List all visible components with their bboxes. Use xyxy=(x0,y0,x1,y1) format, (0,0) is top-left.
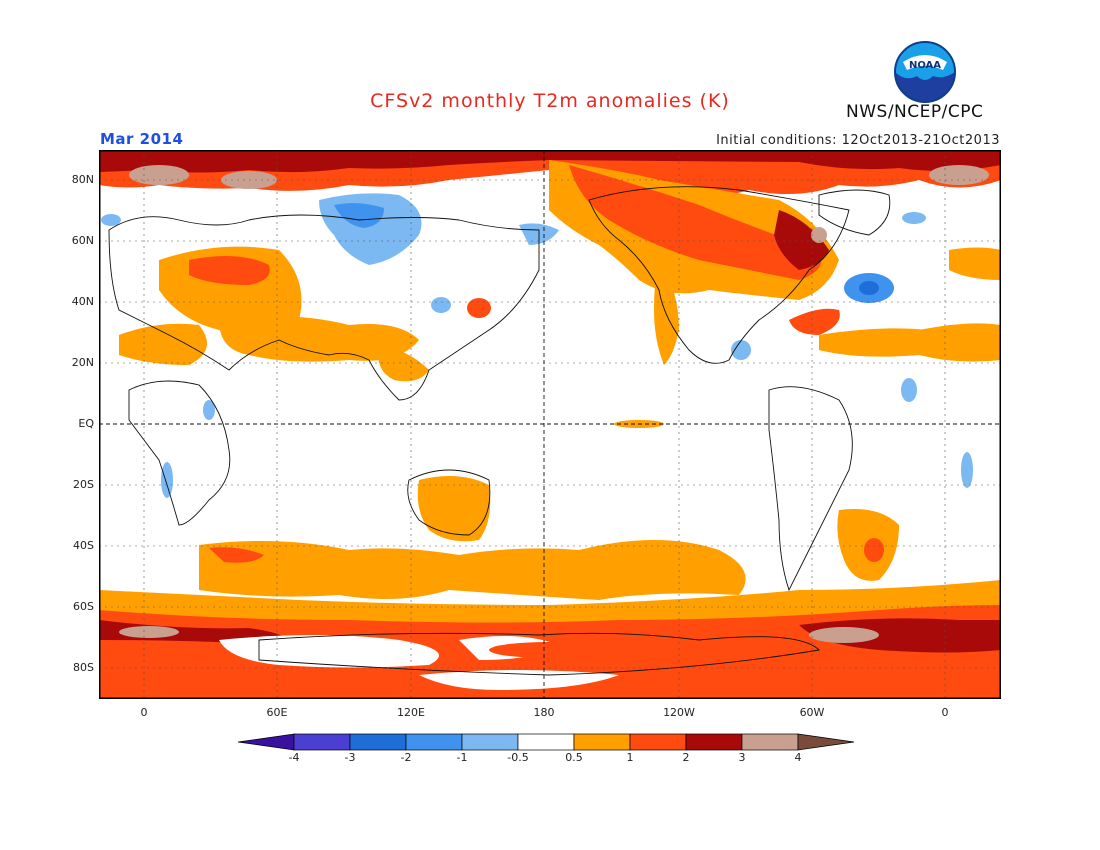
logo-text: NOAA xyxy=(909,60,941,71)
cool-anomaly-regions xyxy=(101,193,973,498)
lon-tick-0-east: 0 xyxy=(941,706,949,719)
colorbar-label: 2 xyxy=(682,751,690,764)
colorbar-cell xyxy=(349,733,407,751)
map-frame xyxy=(99,150,1001,699)
colorbar-label: -4 xyxy=(288,751,300,764)
colorbar xyxy=(237,733,862,755)
graticule xyxy=(99,150,1001,699)
noaa-logo: NOAA xyxy=(893,40,957,108)
lon-tick-0: 0 xyxy=(140,706,148,719)
map-svg xyxy=(99,150,1001,699)
lat-tick-20n: 20N xyxy=(71,356,94,369)
map-title: CFSv2 monthly T2m anomalies (K) xyxy=(370,90,730,112)
colorbar-label: -1 xyxy=(456,751,468,764)
colorbar-cell xyxy=(741,733,799,751)
anomaly-map xyxy=(99,150,1001,699)
lat-tick-60s: 60S xyxy=(73,600,94,613)
colorbar-cell xyxy=(461,733,519,751)
colorbar-cell xyxy=(405,733,463,751)
lon-tick-120e: 120E xyxy=(397,706,425,719)
lon-tick-60e: 60E xyxy=(266,706,288,719)
lat-tick-40n: 40N xyxy=(71,295,94,308)
colorbar-cell xyxy=(573,733,631,751)
southern-warm-regions xyxy=(99,420,1001,699)
colorbar-label: -0.5 xyxy=(507,751,529,764)
lat-tick-eq: EQ xyxy=(78,417,94,430)
colorbar-cell-upper-extend xyxy=(797,733,855,751)
lon-tick-180: 180 xyxy=(533,706,555,719)
colorbar-cell xyxy=(517,733,575,751)
forecast-month: Mar 2014 xyxy=(100,130,184,148)
initial-conditions: Initial conditions: 12Oct2013-21Oct2013 xyxy=(716,133,1000,148)
lat-tick-60n: 60N xyxy=(71,234,94,247)
agency-label: NWS/NCEP/CPC xyxy=(846,102,984,122)
colorbar-label: 4 xyxy=(794,751,802,764)
lat-tick-80n: 80N xyxy=(71,173,94,186)
lat-tick-80s: 80S xyxy=(73,661,94,674)
colorbar-label: 1 xyxy=(626,751,634,764)
northern-warm-regions xyxy=(119,160,1001,382)
lon-tick-120w: 120W xyxy=(663,706,695,719)
colorbar-label: -3 xyxy=(344,751,356,764)
colorbar-cell xyxy=(629,733,687,751)
lon-tick-60w: 60W xyxy=(799,706,825,719)
arctic-anomaly-band xyxy=(99,150,1001,197)
reference-lines xyxy=(99,150,1001,699)
colorbar-label: -2 xyxy=(400,751,412,764)
colorbar-cell-lower-extend xyxy=(237,733,295,751)
colorbar-label: 0.5 xyxy=(565,751,583,764)
lat-tick-20s: 20S xyxy=(73,478,94,491)
colorbar-cell xyxy=(293,733,351,751)
colorbar-cell xyxy=(685,733,743,751)
coastlines xyxy=(108,186,891,676)
lat-tick-40s: 40S xyxy=(73,539,94,552)
colorbar-label: 3 xyxy=(738,751,746,764)
